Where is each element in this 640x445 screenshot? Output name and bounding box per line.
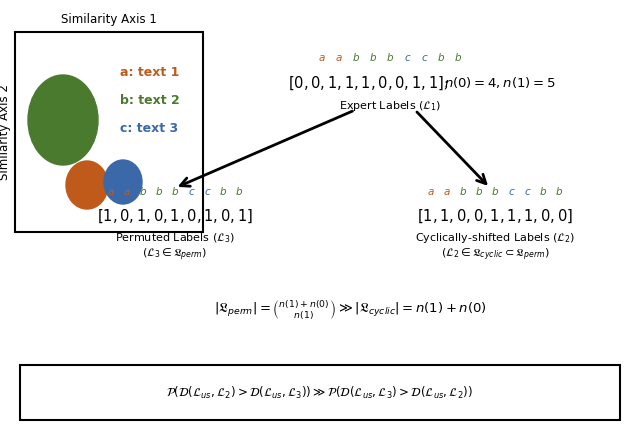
- Text: b: b: [540, 187, 547, 197]
- Text: b: b: [454, 53, 461, 63]
- Text: $(\mathcal{L}_2 \in \mathfrak{L}_{cyclic}\subset\mathfrak{L}_{perm})$: $(\mathcal{L}_2 \in \mathfrak{L}_{cyclic…: [441, 247, 549, 263]
- Text: c: text 3: c: text 3: [120, 121, 178, 134]
- Text: c: c: [421, 53, 427, 63]
- Text: a: a: [336, 53, 342, 63]
- Text: Permuted Labels $(\mathcal{L}_3)$: Permuted Labels $(\mathcal{L}_3)$: [115, 231, 235, 245]
- Text: c: c: [188, 187, 194, 197]
- Text: $\mathcal{P}(\mathcal{D}(\mathcal{L}_{us},\mathcal{L}_2) > \mathcal{D}(\mathcal{: $\mathcal{P}(\mathcal{D}(\mathcal{L}_{us…: [166, 385, 474, 401]
- Text: b: b: [220, 187, 227, 197]
- Text: Similarity Axis 2: Similarity Axis 2: [0, 84, 12, 180]
- Text: a: a: [124, 187, 130, 197]
- Text: c: c: [404, 53, 410, 63]
- Bar: [15, 32, 203, 232]
- Text: b: b: [460, 187, 467, 197]
- Text: b: b: [556, 187, 563, 197]
- Text: $[1,1,0,0,1,1,1,0,0]$: $[1,1,0,0,1,1,1,0,0]$: [417, 207, 573, 225]
- Text: a: a: [319, 53, 325, 63]
- Text: b: b: [156, 187, 163, 197]
- Text: b: text 2: b: text 2: [120, 93, 180, 106]
- Text: b: b: [370, 53, 376, 63]
- Text: a: a: [108, 187, 114, 197]
- Text: b: b: [172, 187, 179, 197]
- Text: $(\mathcal{L}_3 \in \mathfrak{L}_{perm})$: $(\mathcal{L}_3 \in \mathfrak{L}_{perm})…: [142, 247, 207, 263]
- Text: c: c: [204, 187, 210, 197]
- Text: b: b: [353, 53, 359, 63]
- Text: $|\mathfrak{L}_{perm}| = \binom{n(1)+n(0)}{n(1)} \gg |\mathfrak{L}_{cyclic}| = n: $|\mathfrak{L}_{perm}| = \binom{n(1)+n(0…: [214, 298, 486, 322]
- Text: b: b: [387, 53, 394, 63]
- Text: Cyclically-shifted Labels $(\mathcal{L}_2)$: Cyclically-shifted Labels $(\mathcal{L}_…: [415, 231, 575, 245]
- Text: a: a: [444, 187, 450, 197]
- Text: a: a: [428, 187, 434, 197]
- Text: b: b: [492, 187, 499, 197]
- Text: $[0,0,1,1,1,0,0,1,1]$;: $[0,0,1,1,1,0,0,1,1]$;: [288, 74, 448, 92]
- Text: $n(0) = 4, n(1) = 5$: $n(0) = 4, n(1) = 5$: [444, 76, 556, 90]
- Ellipse shape: [66, 161, 108, 209]
- Text: b: b: [476, 187, 483, 197]
- Bar: [20, 365, 620, 420]
- Text: b: b: [140, 187, 147, 197]
- Text: b: b: [236, 187, 243, 197]
- Text: a: text 1: a: text 1: [120, 65, 179, 78]
- Text: $[1,0,1,0,1,0,1,0,1]$: $[1,0,1,0,1,0,1,0,1]$: [97, 207, 253, 225]
- Text: c: c: [508, 187, 514, 197]
- Text: Similarity Axis 1: Similarity Axis 1: [61, 13, 157, 26]
- Text: b: b: [438, 53, 444, 63]
- Text: c: c: [524, 187, 530, 197]
- Ellipse shape: [28, 75, 98, 165]
- Text: Expert Labels $(\mathcal{L}_1)$: Expert Labels $(\mathcal{L}_1)$: [339, 99, 441, 113]
- Ellipse shape: [104, 160, 142, 204]
